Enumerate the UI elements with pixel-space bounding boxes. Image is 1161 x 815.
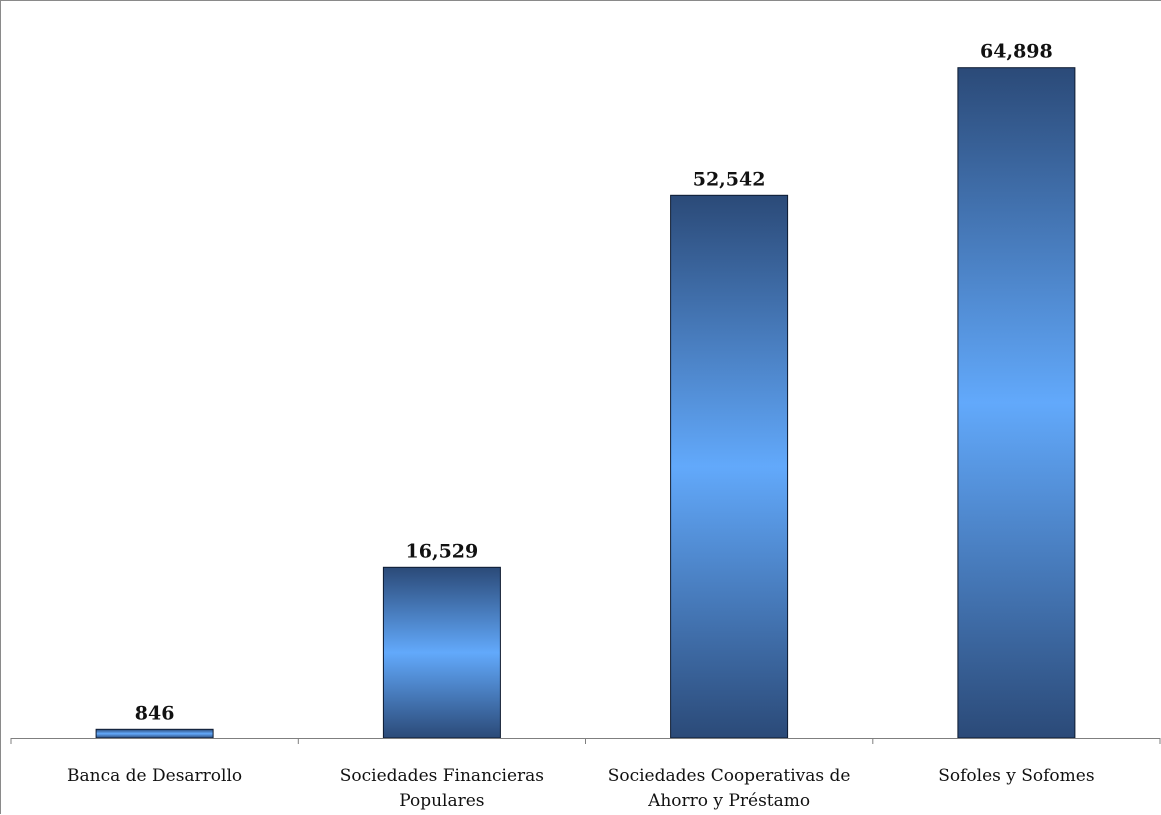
bar-3	[957, 67, 1076, 739]
category-label-3: Sofoles y Sofomes	[938, 766, 1094, 786]
category-label-line: Sofoles y Sofomes	[938, 766, 1094, 786]
category-label-line: Banca de Desarrollo	[67, 766, 242, 786]
category-label-line: Populares	[399, 791, 484, 811]
category-label-2: Sociedades Cooperativas de Ahorro y Prést…	[608, 766, 851, 811]
category-label-line: Ahorro y Préstamo	[647, 791, 810, 811]
category-label-1: Sociedades Financieras Populares	[340, 766, 544, 811]
category-label-0: Banca de Desarrollo	[67, 766, 242, 786]
bar-2	[670, 194, 789, 739]
x-axis	[10, 738, 1161, 744]
category-labels-layer: Banca de Desarrollo Sociedades Financiera…	[67, 766, 1095, 811]
bars-layer	[95, 67, 1076, 739]
bar-value-label-3: 64,898	[980, 41, 1053, 63]
category-label-line: Sociedades Financieras	[340, 766, 544, 786]
bar-0	[95, 728, 214, 739]
bar-value-label-2: 52,542	[693, 168, 766, 190]
value-labels-layer: 846 16,529 52,542 64,898	[135, 41, 1053, 725]
bar-value-label-0: 846	[135, 702, 175, 724]
bar-value-label-1: 16,529	[406, 540, 479, 562]
category-label-line: Sociedades Cooperativas de	[608, 766, 851, 786]
bar-1	[382, 566, 501, 739]
